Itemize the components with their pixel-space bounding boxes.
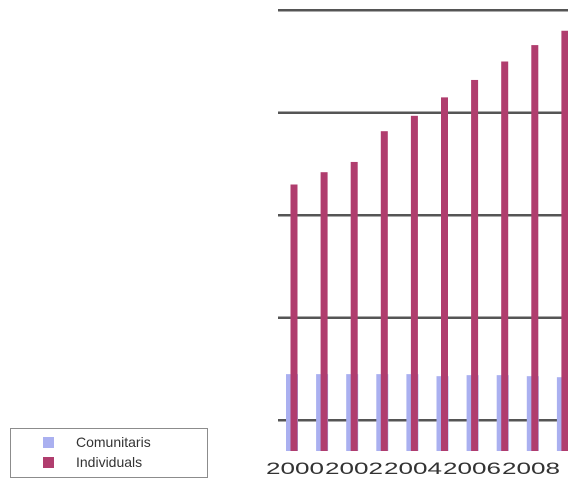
x-tick-label: 2008 [502, 459, 560, 478]
bar-individuals-2003 [380, 131, 388, 451]
legend-item-comunitaris: Comunitaris [43, 432, 207, 452]
bar-individuals-2006 [471, 79, 479, 451]
legend-swatch-individuals [43, 456, 54, 468]
legend-label-comunitaris: Comunitaris [76, 434, 151, 450]
bar-individuals-2000 [290, 184, 298, 451]
bar-individuals-2002 [350, 161, 358, 451]
bar-individuals-2008 [531, 45, 539, 451]
bars-layer [286, 30, 568, 451]
x-tick-label: 2006 [443, 459, 501, 478]
bar-individuals-2009 [561, 30, 568, 451]
legend-swatch-comunitaris [43, 436, 54, 448]
x-tick-label: 2000 [266, 459, 324, 478]
x-tick-label: 2004 [384, 459, 442, 478]
tick-labels: 2000 2002 2004 2006 2008 [266, 459, 560, 478]
bar-individuals-2007 [501, 61, 509, 451]
legend-label-individuals: Individuals [76, 454, 143, 470]
bar-individuals-2005 [441, 97, 448, 451]
legend: Comunitaris Individuals [10, 428, 208, 478]
bar-individuals-2004 [410, 115, 418, 451]
legend-item-individuals: Individuals [43, 452, 207, 472]
x-tick-label: 2002 [325, 459, 383, 478]
bar-individuals-2001 [320, 172, 328, 451]
